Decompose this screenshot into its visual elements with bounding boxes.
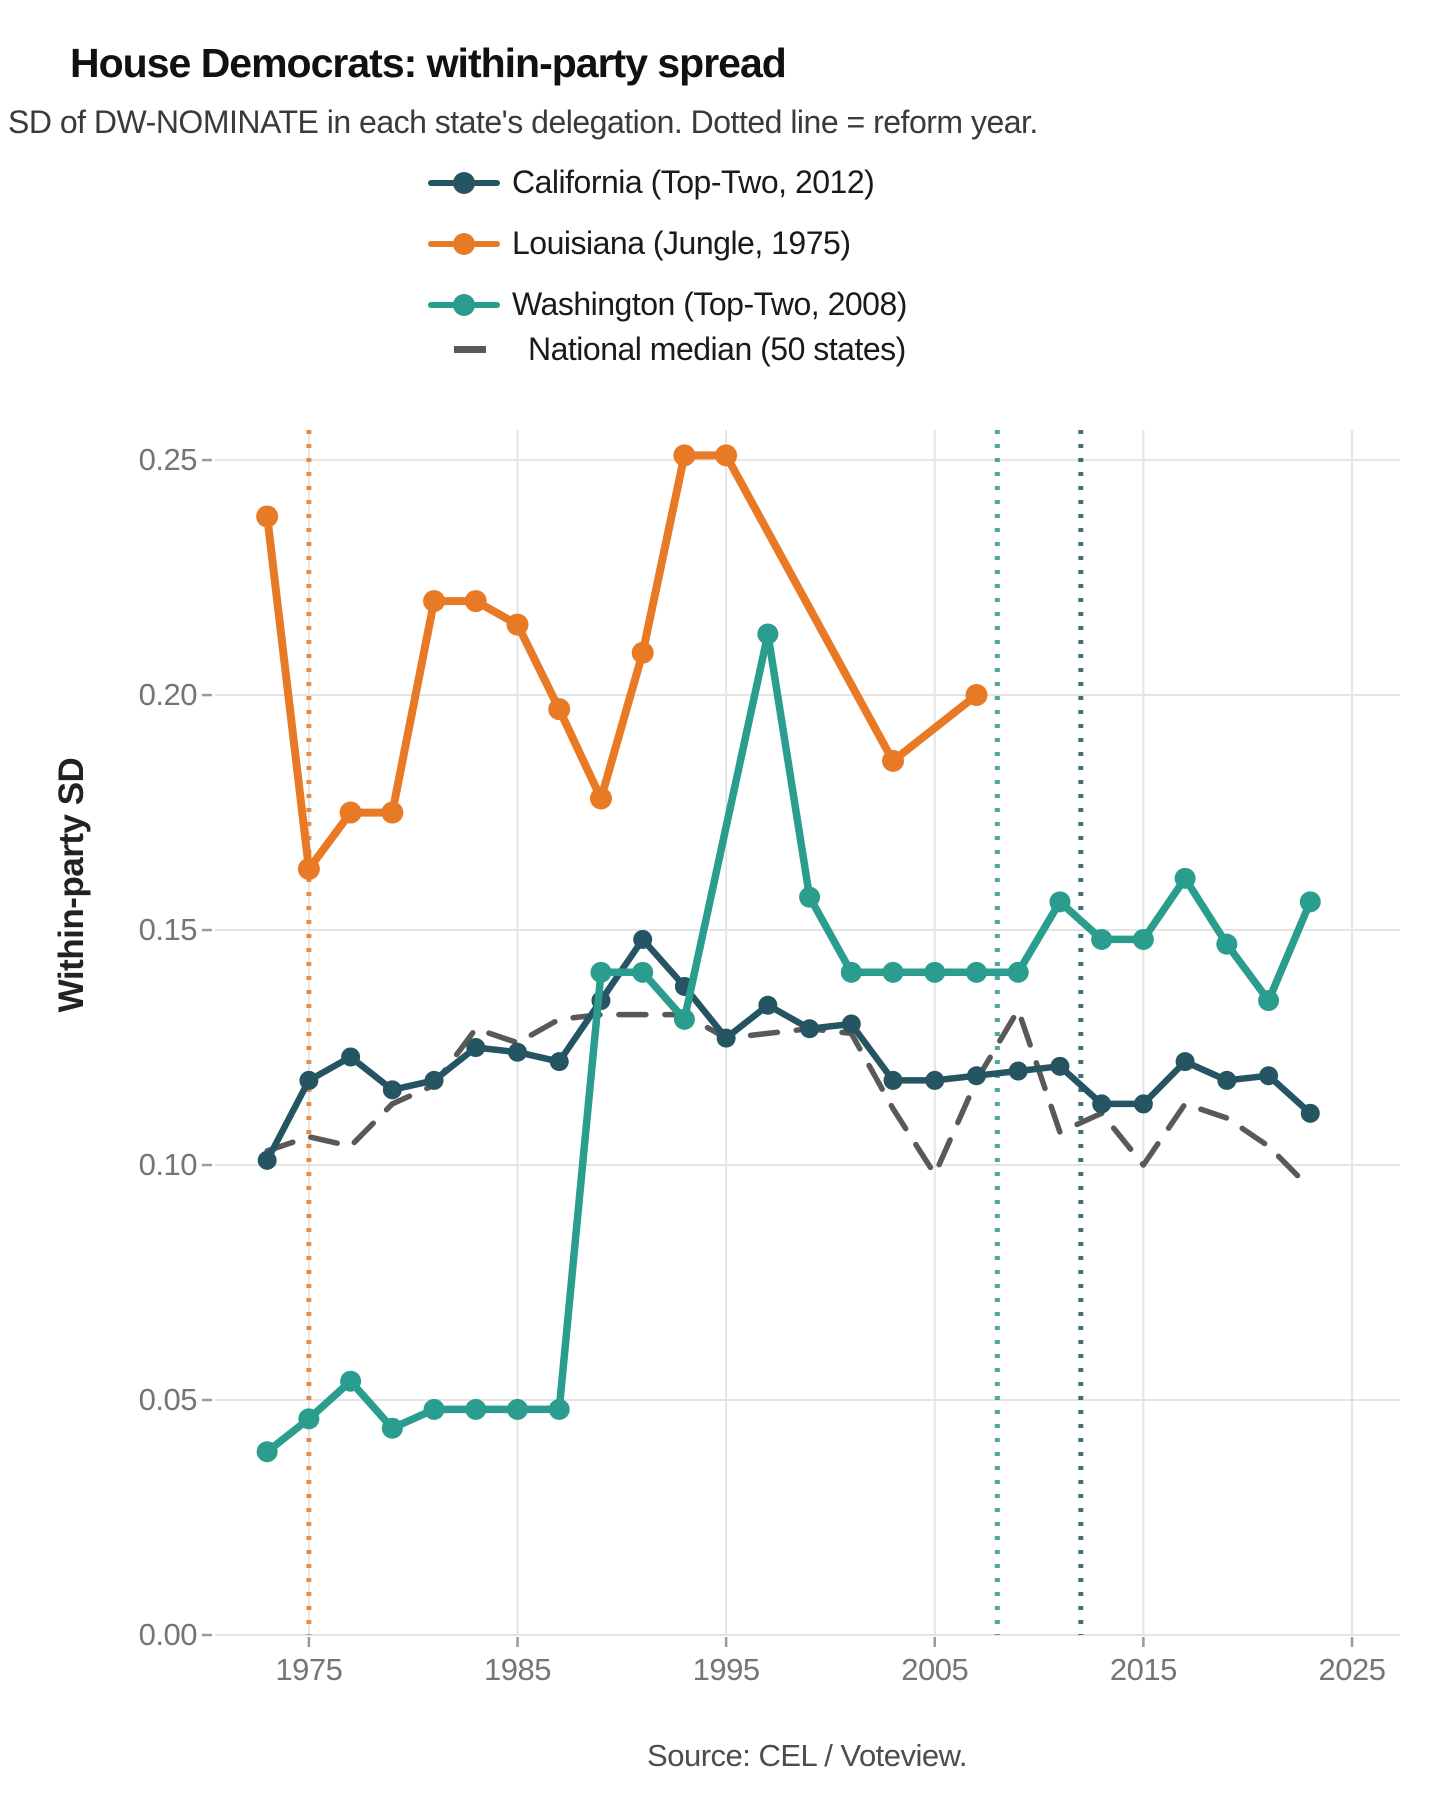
data-point — [340, 1370, 362, 1392]
data-point — [633, 929, 653, 949]
data-point — [508, 1042, 528, 1062]
legend: California (Top-Two, 2012) Louisiana (Jun… — [428, 152, 907, 369]
chart-title: House Democrats: within-party spread — [70, 40, 787, 86]
data-point — [1092, 1094, 1112, 1114]
data-point — [1050, 1056, 1070, 1076]
data-point — [965, 961, 987, 983]
y-tick-label: 0.00 — [138, 1617, 198, 1652]
data-point — [590, 961, 612, 983]
x-tick-label: 1995 — [692, 1652, 760, 1687]
data-point — [548, 1398, 570, 1420]
data-point — [1258, 990, 1280, 1012]
data-point — [589, 787, 612, 810]
legend-label: Washington (Top-Two, 2008) — [512, 286, 907, 322]
data-point — [800, 1019, 820, 1039]
line-dot-icon — [428, 232, 500, 256]
x-tick-label: 1985 — [484, 1652, 551, 1687]
data-point — [924, 961, 946, 983]
data-point — [715, 444, 738, 467]
data-point — [1175, 1052, 1195, 1072]
data-point — [631, 641, 654, 664]
data-point — [1217, 1070, 1237, 1090]
data-point — [382, 1080, 402, 1100]
data-point — [466, 1038, 486, 1058]
line-dot-icon — [428, 171, 500, 195]
data-point — [549, 1052, 569, 1072]
data-point — [1300, 1103, 1320, 1123]
data-point — [966, 1066, 986, 1086]
data-point — [548, 698, 571, 721]
data-point — [1091, 928, 1113, 950]
legend-label: California (Top-Two, 2012) — [512, 164, 875, 200]
legend-item: Washington (Top-Two, 2008) — [428, 274, 907, 335]
data-point — [423, 590, 446, 613]
data-point — [925, 1070, 945, 1090]
x-tick-label: 2015 — [1109, 1652, 1177, 1687]
data-point — [339, 801, 362, 824]
legend-item: Louisiana (Jungle, 1975) — [428, 213, 907, 274]
data-point — [423, 1398, 445, 1420]
data-point — [673, 1008, 695, 1030]
data-point — [464, 590, 487, 613]
series-line-2 — [263, 630, 1315, 1456]
data-point — [1132, 928, 1154, 950]
data-point — [341, 1047, 361, 1067]
data-point — [256, 1441, 278, 1463]
data-point — [424, 1070, 444, 1090]
y-tick-label: 0.20 — [138, 677, 198, 713]
data-point — [507, 1398, 529, 1420]
legend-label: National median (50 states) — [528, 330, 906, 367]
data-point — [299, 1070, 319, 1090]
data-point — [298, 1408, 320, 1430]
y-tick-label: 0.10 — [138, 1147, 198, 1183]
data-point — [506, 613, 529, 636]
y-tick-label: 0.05 — [138, 1382, 198, 1418]
line-dot-icon — [428, 293, 500, 317]
x-tick-label: 2025 — [1318, 1652, 1386, 1687]
dashed-line-icon — [444, 337, 516, 361]
data-point — [1299, 891, 1321, 913]
data-point — [381, 801, 404, 824]
data-point — [297, 857, 320, 880]
data-point — [758, 995, 778, 1015]
data-point — [1174, 867, 1196, 889]
legend-label: Louisiana (Jungle, 1975) — [512, 225, 851, 261]
data-point — [1007, 961, 1029, 983]
data-point — [882, 749, 905, 772]
data-point — [883, 1070, 903, 1090]
data-point — [716, 1028, 736, 1048]
data-point — [882, 961, 904, 983]
legend-item: California (Top-Two, 2012) — [428, 152, 907, 213]
source-caption: Source: CEL / Voteview. — [647, 1738, 967, 1773]
data-point — [1049, 891, 1071, 913]
y-tick-label: 0.25 — [138, 442, 198, 478]
y-tick-label: 0.15 — [138, 912, 198, 948]
data-point — [1008, 1061, 1028, 1081]
x-tick-label: 1975 — [275, 1652, 343, 1687]
data-point — [1133, 1094, 1153, 1114]
data-point — [465, 1398, 487, 1420]
data-point — [381, 1417, 403, 1439]
data-point — [799, 886, 821, 908]
series-line-0 — [263, 936, 1314, 1164]
data-point — [256, 505, 279, 528]
data-point — [840, 961, 862, 983]
series-line-1 — [263, 451, 981, 873]
data-point — [965, 684, 988, 707]
data-point — [1216, 933, 1238, 955]
data-point — [673, 444, 696, 467]
data-point — [632, 961, 654, 983]
data-point — [1259, 1066, 1279, 1086]
chart-subtitle: SD of DW-NOMINATE in each state's delega… — [8, 104, 1038, 140]
legend-item: National median (50 states) — [444, 329, 907, 369]
x-tick-label: 2005 — [901, 1652, 969, 1687]
series-line-3 — [264, 1007, 1314, 1192]
y-axis-title: Within-party SD — [52, 757, 91, 1013]
data-point — [257, 1150, 277, 1170]
data-point — [757, 623, 779, 645]
data-point — [841, 1014, 861, 1034]
